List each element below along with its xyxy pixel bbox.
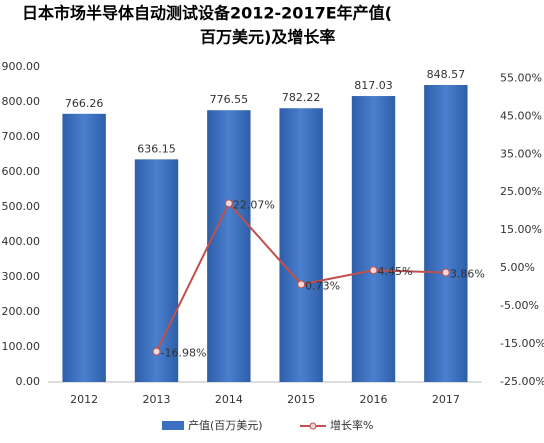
y-tick-label: 700.00 bbox=[2, 130, 41, 143]
growth-label: 22.07% bbox=[233, 198, 275, 211]
growth-marker bbox=[152, 347, 161, 356]
y-tick-label: 200.00 bbox=[2, 305, 41, 318]
y2-tick-label: 35.00% bbox=[500, 147, 542, 160]
x-tick-label: 2016 bbox=[360, 393, 388, 406]
y-tick-label: 600.00 bbox=[2, 165, 41, 178]
bar bbox=[279, 108, 323, 383]
bar-value-label: 848.57 bbox=[427, 68, 466, 81]
y2-tick-label: 15.00% bbox=[500, 223, 542, 236]
y2-tick-label: 5.00% bbox=[500, 261, 535, 274]
x-tick-label: 2014 bbox=[215, 393, 243, 406]
growth-label: -16.98% bbox=[161, 347, 207, 360]
y2-tick-label: -15.00% bbox=[500, 337, 544, 350]
bar-value-label: 776.55 bbox=[210, 93, 249, 106]
chart-title-line2: 百万美元)及增长率 bbox=[200, 28, 335, 47]
bar-value-label: 766.26 bbox=[65, 97, 104, 110]
bar bbox=[62, 113, 106, 383]
growth-marker bbox=[369, 266, 378, 275]
legend-swatch bbox=[162, 421, 184, 430]
y-tick-label: 400.00 bbox=[2, 235, 41, 248]
x-tick-label: 2015 bbox=[287, 393, 315, 406]
growth-label: 3.86% bbox=[450, 267, 485, 280]
growth-marker bbox=[297, 280, 306, 289]
y2-tick-label: 45.00% bbox=[500, 109, 542, 122]
legend-label: 增长率% bbox=[330, 418, 373, 432]
bar-value-label: 636.15 bbox=[137, 142, 176, 155]
bar bbox=[351, 96, 396, 383]
y-tick-label: 900.00 bbox=[2, 60, 41, 73]
growth-label: 0.73% bbox=[305, 279, 340, 292]
growth-marker bbox=[224, 199, 233, 208]
y-tick-label: 0.00 bbox=[16, 375, 41, 388]
legend-label: 产值(百万美元) bbox=[188, 418, 263, 432]
x-tick-label: 2013 bbox=[143, 393, 171, 406]
bar-value-label: 782.22 bbox=[282, 91, 321, 104]
x-tick-label: 2012 bbox=[70, 393, 98, 406]
chart-title: 日本市场半导体自动测试设备2012-2017E年产值( bbox=[22, 4, 392, 23]
x-tick-label: 2017 bbox=[432, 393, 460, 406]
legend-marker bbox=[309, 422, 317, 430]
bar bbox=[207, 110, 251, 383]
y2-tick-label: -5.00% bbox=[500, 299, 539, 312]
y-tick-label: 100.00 bbox=[2, 340, 41, 353]
growth-label: 4.45% bbox=[378, 265, 413, 278]
y2-tick-label: 55.00% bbox=[500, 71, 542, 84]
y2-tick-label: 25.00% bbox=[500, 185, 542, 198]
y-tick-label: 800.00 bbox=[2, 95, 41, 108]
growth-marker bbox=[441, 268, 450, 277]
bar bbox=[424, 85, 468, 383]
y2-tick-label: -25.00% bbox=[500, 375, 544, 388]
y-tick-label: 300.00 bbox=[2, 270, 41, 283]
y-tick-label: 500.00 bbox=[2, 200, 41, 213]
bar bbox=[134, 159, 179, 382]
bar-value-label: 817.03 bbox=[354, 79, 393, 92]
